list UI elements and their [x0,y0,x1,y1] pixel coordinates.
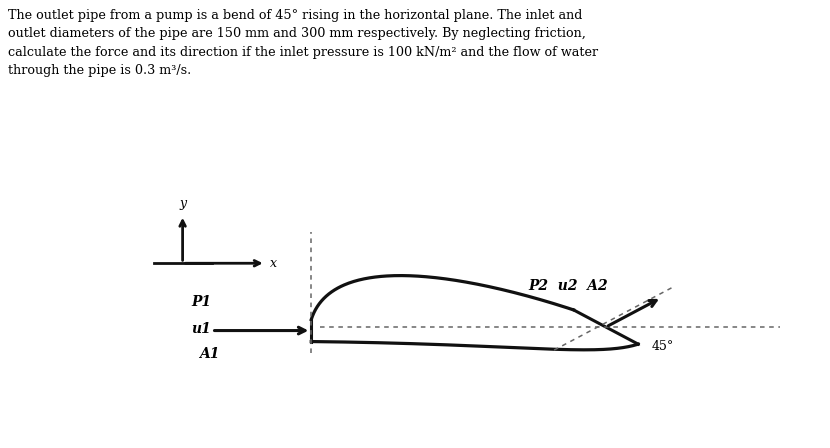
Text: y: y [179,198,186,211]
Text: P1: P1 [191,295,211,309]
Text: x: x [270,257,276,270]
Text: A1: A1 [199,347,220,361]
Text: The outlet pipe from a pump is a bend of 45° rising in the horizontal plane. The: The outlet pipe from a pump is a bend of… [8,9,598,78]
Text: 45°: 45° [652,340,674,353]
Text: u1: u1 [191,322,211,336]
Text: P2  u2  A2: P2 u2 A2 [528,279,608,293]
